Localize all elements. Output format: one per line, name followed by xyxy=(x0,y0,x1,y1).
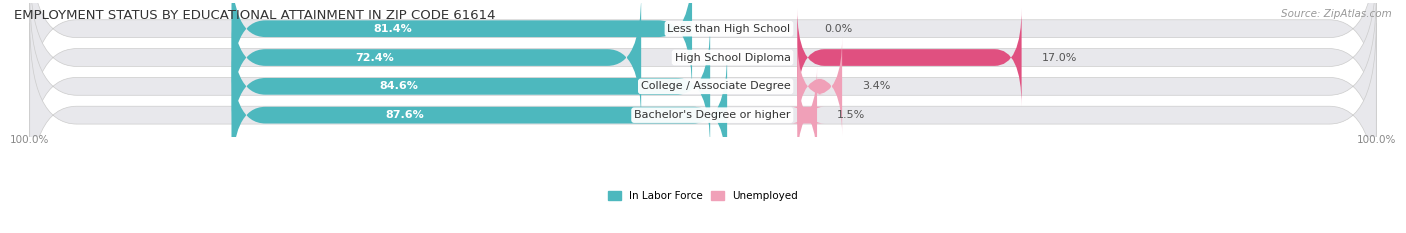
FancyBboxPatch shape xyxy=(232,0,641,121)
FancyBboxPatch shape xyxy=(30,0,1376,178)
Text: Less than High School: Less than High School xyxy=(668,24,790,34)
FancyBboxPatch shape xyxy=(30,0,1376,149)
Text: 3.4%: 3.4% xyxy=(862,81,891,91)
Text: Source: ZipAtlas.com: Source: ZipAtlas.com xyxy=(1281,9,1392,19)
FancyBboxPatch shape xyxy=(232,0,692,92)
FancyBboxPatch shape xyxy=(30,0,1376,121)
Text: EMPLOYMENT STATUS BY EDUCATIONAL ATTAINMENT IN ZIP CODE 61614: EMPLOYMENT STATUS BY EDUCATIONAL ATTAINM… xyxy=(14,9,495,22)
Text: 17.0%: 17.0% xyxy=(1042,52,1077,62)
Text: 0.0%: 0.0% xyxy=(824,24,852,34)
Text: High School Diploma: High School Diploma xyxy=(675,52,790,62)
Text: 1.5%: 1.5% xyxy=(837,110,866,120)
Text: 72.4%: 72.4% xyxy=(356,52,395,62)
Legend: In Labor Force, Unemployed: In Labor Force, Unemployed xyxy=(605,187,801,205)
Text: 100.0%: 100.0% xyxy=(1357,135,1396,145)
Text: Bachelor's Degree or higher: Bachelor's Degree or higher xyxy=(634,110,790,120)
Text: 84.6%: 84.6% xyxy=(380,81,419,91)
Text: 100.0%: 100.0% xyxy=(10,135,49,145)
Text: 81.4%: 81.4% xyxy=(374,24,412,34)
FancyBboxPatch shape xyxy=(797,8,1022,107)
FancyBboxPatch shape xyxy=(30,23,1376,207)
FancyBboxPatch shape xyxy=(790,66,824,164)
Text: 87.6%: 87.6% xyxy=(385,110,425,120)
FancyBboxPatch shape xyxy=(232,51,727,179)
FancyBboxPatch shape xyxy=(797,37,842,136)
Text: College / Associate Degree: College / Associate Degree xyxy=(641,81,790,91)
FancyBboxPatch shape xyxy=(232,23,710,150)
